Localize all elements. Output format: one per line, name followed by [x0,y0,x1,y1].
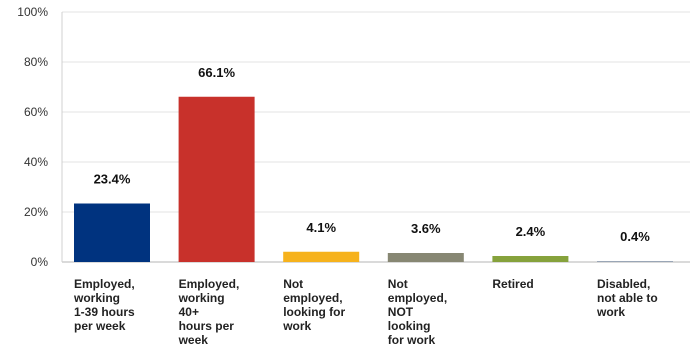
bars [74,96,673,262]
y-tick-label: 40% [24,155,48,169]
category-label: Retired [492,277,533,291]
bar [178,96,255,262]
category-label: Not employed, NOT looking for work [388,277,447,347]
bar [74,203,150,262]
data-label: 2.4% [516,224,546,239]
y-tick-label: 20% [24,205,48,219]
data-label: 4.1% [306,220,336,235]
category-label: Disabled, not able to work [596,277,658,319]
category-label: Not employed, looking for work [282,277,345,333]
bar [492,256,569,262]
category-labels: Employed, working 1-39 hours per week Employ… [73,277,658,347]
y-tick-label: 80% [24,55,48,69]
data-label: 0.4% [620,229,650,244]
bar [283,251,360,262]
data-label: 66.1% [198,65,235,80]
category-label: Employed, working 1-39 hours per week [73,277,135,333]
y-axis: 0% 20% 40% 60% 80% 100% [17,5,63,269]
data-label: 3.6% [411,221,441,236]
data-label: 23.4% [94,172,131,187]
bar [597,261,673,262]
data-labels: 23.4% 66.1% 4.1% 3.6% 2.4% 0.4% [94,65,651,244]
bar [387,253,464,262]
gridlines [62,11,690,263]
category-label: Employed, working 40+ hours per week [178,277,240,347]
y-tick-label: 100% [17,5,48,19]
y-tick-label: 0% [31,255,49,269]
y-tick-label: 60% [24,105,48,119]
